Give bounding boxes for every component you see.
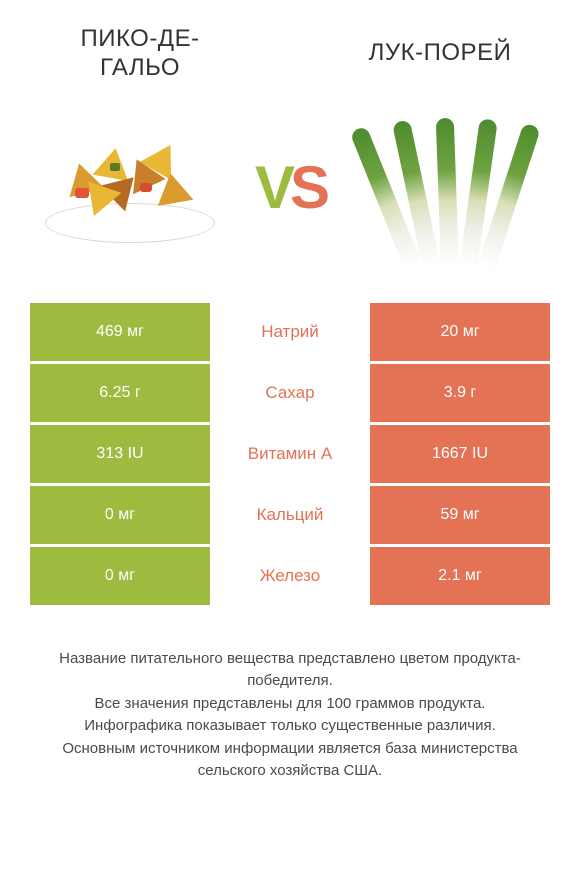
table-row: 6.25 гСахар3.9 г — [30, 364, 550, 422]
left-value: 6.25 г — [30, 364, 210, 422]
left-value: 469 мг — [30, 303, 210, 361]
right-product-title: ЛУК-ПОРЕЙ — [340, 39, 540, 68]
footer-notes: Название питательного вещества представл… — [0, 608, 580, 783]
left-value: 0 мг — [30, 486, 210, 544]
table-row: 469 мгНатрий20 мг — [30, 303, 550, 361]
right-value: 3.9 г — [370, 364, 550, 422]
table-row: 0 мгКальций59 мг — [30, 486, 550, 544]
nachos-icon — [45, 133, 215, 243]
nutrient-label: Кальций — [210, 486, 370, 544]
header: ПИКО-ДЕ-ГАЛЬО ЛУК-ПОРЕЙ — [0, 0, 580, 93]
table-row: 0 мгЖелезо2.1 мг — [30, 547, 550, 605]
vs-s: S — [290, 154, 325, 221]
right-value: 2.1 мг — [370, 547, 550, 605]
left-product-title: ПИКО-ДЕ-ГАЛЬО — [40, 25, 240, 83]
nutrient-label: Витамин A — [210, 425, 370, 483]
left-value: 0 мг — [30, 547, 210, 605]
right-value: 1667 IU — [370, 425, 550, 483]
nutrient-label: Железо — [210, 547, 370, 605]
comparison-table: 469 мгНатрий20 мг6.25 гСахар3.9 г313 IUВ… — [0, 303, 580, 605]
footer-line-2: Все значения представлены для 100 граммо… — [30, 693, 550, 716]
footer-line-4: Основным источником информации является … — [30, 738, 550, 783]
right-product-image — [350, 103, 550, 273]
left-product-image — [30, 103, 230, 273]
nutrient-label: Сахар — [210, 364, 370, 422]
right-value: 59 мг — [370, 486, 550, 544]
vs-badge: VS — [255, 153, 325, 222]
footer-line-3: Инфографика показывает только существенн… — [30, 715, 550, 738]
right-value: 20 мг — [370, 303, 550, 361]
leek-icon — [365, 103, 535, 273]
table-row: 313 IUВитамин A1667 IU — [30, 425, 550, 483]
footer-line-1: Название питательного вещества представл… — [30, 648, 550, 693]
vs-v: V — [255, 154, 290, 221]
left-value: 313 IU — [30, 425, 210, 483]
nutrient-label: Натрий — [210, 303, 370, 361]
images-row: VS — [0, 93, 580, 303]
